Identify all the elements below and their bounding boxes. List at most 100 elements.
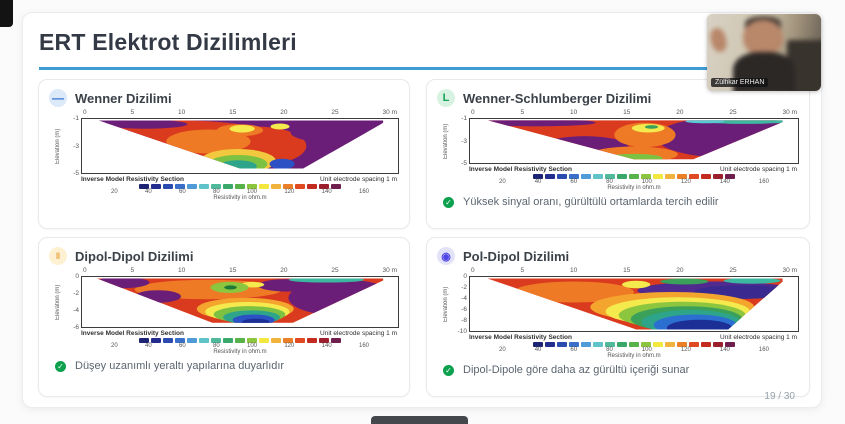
colorbar-swatch xyxy=(617,174,627,179)
schlumberger-array-icon: L xyxy=(437,89,455,107)
colorbar-tick-label: 60 xyxy=(570,347,578,353)
colorbar-tick-label: 160 xyxy=(758,347,769,353)
section-footer-right: Unit electrode spacing 1 m xyxy=(720,166,797,173)
x-tick-label: 5 xyxy=(520,267,525,274)
x-axis-ticks: 0 5 10 15 20 25 30 m xyxy=(55,267,399,276)
resistivity-plot: 0 5 10 15 20 25 30 m Elevation (m) 0 -2 -4 -6 xyxy=(55,267,399,355)
colorbar-swatch xyxy=(211,184,221,189)
caption-text: Yüksek sinyal oranı, gürültülü ortamlard… xyxy=(463,196,719,208)
y-axis-ticks: 0 -2 -4 -6 xyxy=(73,273,79,331)
y-tick-label: 0 xyxy=(75,273,79,280)
colorbar-swatch xyxy=(689,174,699,179)
colorbar-swatch xyxy=(271,338,281,343)
colorbar-swatch xyxy=(713,342,723,347)
video-controls-peek[interactable] xyxy=(371,416,468,424)
colorbar-swatch xyxy=(199,184,209,189)
colorbar-tick-label: 80 xyxy=(606,179,613,185)
colorbar-labels: 20 40 60 80 100 120 140 160 xyxy=(469,179,799,185)
colorbar-swatch xyxy=(187,338,197,343)
x-tick-label: 30 m xyxy=(382,267,397,274)
colorbar-caption: Resistivity in ohm.m xyxy=(607,185,661,191)
x-tick-label: 15 xyxy=(229,109,237,116)
colorbar-swatch xyxy=(701,342,711,347)
x-tick-label: 20 xyxy=(676,267,684,274)
section-footer-left: Inverse Model Resistivity Section xyxy=(81,176,184,183)
colorbar-swatch xyxy=(295,184,305,189)
x-tick-label: 25 xyxy=(331,267,339,274)
colorbar-swatch xyxy=(545,174,555,179)
y-axis-ticks: 0 -2 -4 -6 -8 -10 xyxy=(458,273,467,335)
y-tick-label: -1 xyxy=(73,115,79,122)
colorbar-caption: Resistivity in ohm.m xyxy=(607,353,661,359)
colorbar-swatch xyxy=(533,342,543,347)
panel-header: L Wenner-Schlumberger Dizilimi xyxy=(437,88,799,108)
colorbar-swatch xyxy=(163,338,173,343)
colorbar-tick-label: 140 xyxy=(719,347,730,353)
y-axis-label: Elevation (m) xyxy=(55,284,61,320)
x-tick-label: 5 xyxy=(130,109,135,116)
colorbar-tick-label: 160 xyxy=(358,343,369,349)
colorbar-swatch xyxy=(259,184,269,189)
resistivity-plot: 0 5 10 15 20 25 30 m Elevation (m) 0 -2 -4 -6 -8 -1… xyxy=(443,267,799,359)
colorbar-swatch xyxy=(295,338,305,343)
y-tick-label: -3 xyxy=(461,137,467,145)
colorbar-swatch xyxy=(593,342,603,347)
section-footer-right: Unit electrode spacing 1 m xyxy=(320,330,397,337)
colorbar-swatch xyxy=(605,342,615,347)
y-tick-label: -4 xyxy=(461,295,467,302)
plot-area xyxy=(81,276,399,328)
check-icon: ✓ xyxy=(443,196,454,208)
colorbar-tick-label: 60 xyxy=(179,343,186,349)
colorbar-swatch xyxy=(151,338,161,343)
colorbar-swatch xyxy=(725,174,735,179)
y-tick-label: -10 xyxy=(457,328,467,335)
colorbar-swatch xyxy=(187,184,197,189)
check-icon: ✓ xyxy=(55,360,66,372)
colorbar-swatch xyxy=(247,184,257,189)
colorbar-tick-label: 100 xyxy=(247,189,258,195)
section-footer-right: Unit electrode spacing 1 m xyxy=(720,334,797,341)
panel-dipol-dipol: ‖ Dipol-Dipol Dizilimi 0 5 10 15 20 25 30 m El… xyxy=(38,237,410,397)
panel-header: ‖ Dipol-Dipol Dizilimi xyxy=(49,246,399,266)
colorbar-swatch xyxy=(641,174,651,179)
x-tick-label: 0 xyxy=(83,109,87,116)
page-indicator: 19 / 30 xyxy=(764,391,795,402)
colorbar-swatch xyxy=(139,338,149,343)
x-tick-label: 25 xyxy=(729,109,737,116)
panel-title: Wenner-Schlumberger Dizilimi xyxy=(463,90,652,106)
y-axis-label: Elevation (m) xyxy=(443,286,449,322)
title-underline xyxy=(39,67,729,70)
resistivity-section-svg xyxy=(98,120,384,169)
plot-area xyxy=(81,118,399,174)
colorbar-tick-label: 120 xyxy=(284,343,295,349)
colorbar-swatch xyxy=(593,174,603,179)
pole-dipole-array-icon: ◉ xyxy=(437,247,455,265)
colorbar-tick-label: 40 xyxy=(534,347,542,353)
colorbar-tick-label: 140 xyxy=(719,179,730,185)
panel-grid: — Wenner Dizilimi 0 5 10 15 20 25 30 m Elevati… xyxy=(38,79,810,397)
panel-header: — Wenner Dizilimi xyxy=(49,88,399,108)
webcam-overlay[interactable]: Zülfikar ERHAN xyxy=(707,14,821,91)
colorbar-swatch xyxy=(557,174,567,179)
y-axis-ticks: -1 -3 -5 xyxy=(461,115,467,167)
colorbar-swatch xyxy=(701,174,711,179)
section-footer-right: Unit electrode spacing 1 m xyxy=(320,176,397,183)
colorbar-tick-label: 80 xyxy=(213,343,220,349)
y-tick-label: -8 xyxy=(461,317,467,324)
colorbar-caption: Resistivity in ohm.m xyxy=(213,349,267,355)
x-tick-label: 20 xyxy=(280,267,288,274)
colorbar-tick-label: 160 xyxy=(758,179,769,185)
x-tick-label: 25 xyxy=(331,109,339,116)
colorbar-swatch xyxy=(677,174,687,179)
panel-wenner-schlumberger: L Wenner-Schlumberger Dizilimi 0 5 10 15 20 2… xyxy=(426,79,810,229)
participant-name-label: Zülfikar ERHAN xyxy=(711,78,769,87)
wenner-array-icon: — xyxy=(49,89,67,107)
x-tick-label: 10 xyxy=(570,109,578,116)
colorbar-tick-label: 120 xyxy=(284,189,295,195)
resistivity-plot: 0 5 10 15 20 25 30 m Elevation (m) -1 -3 -5 xyxy=(443,109,799,191)
colorbar-swatch xyxy=(569,342,579,347)
colorbar-labels: 20 40 60 80 100 120 140 160 xyxy=(469,347,799,353)
colorbar-swatch xyxy=(665,174,675,179)
x-tick-label: 5 xyxy=(130,267,135,274)
colorbar-swatch xyxy=(629,342,639,347)
